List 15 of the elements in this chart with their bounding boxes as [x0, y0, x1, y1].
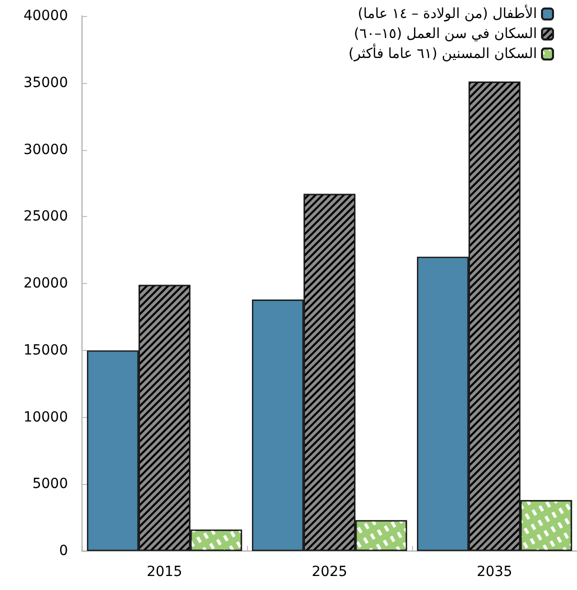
y-tick-label: 0 — [59, 543, 68, 559]
x-tick-label: 2025 — [312, 564, 348, 580]
y-tick-label: 30000 — [23, 142, 68, 158]
y-tick-label: 25000 — [23, 208, 68, 225]
x-tick-label: 2015 — [146, 564, 182, 580]
legend-label: السكان المسنين (٦١ عاما فأكثر) — [348, 43, 537, 62]
y-tick-label: 40000 — [23, 8, 68, 24]
y-tick-label: 15000 — [23, 342, 68, 358]
legend-label: الأطفال (من الولادة – ١٤ عاما) — [358, 4, 537, 22]
y-tick-label: 20000 — [23, 276, 68, 292]
y-tick-label: 10000 — [23, 409, 68, 426]
x-tick-label: 2035 — [476, 564, 512, 580]
y-tick-label: 35000 — [23, 74, 68, 91]
y-tick-label: 5000 — [32, 476, 68, 492]
legend-label: السكان في سن العمل (١٥–٦٠) — [354, 26, 537, 42]
